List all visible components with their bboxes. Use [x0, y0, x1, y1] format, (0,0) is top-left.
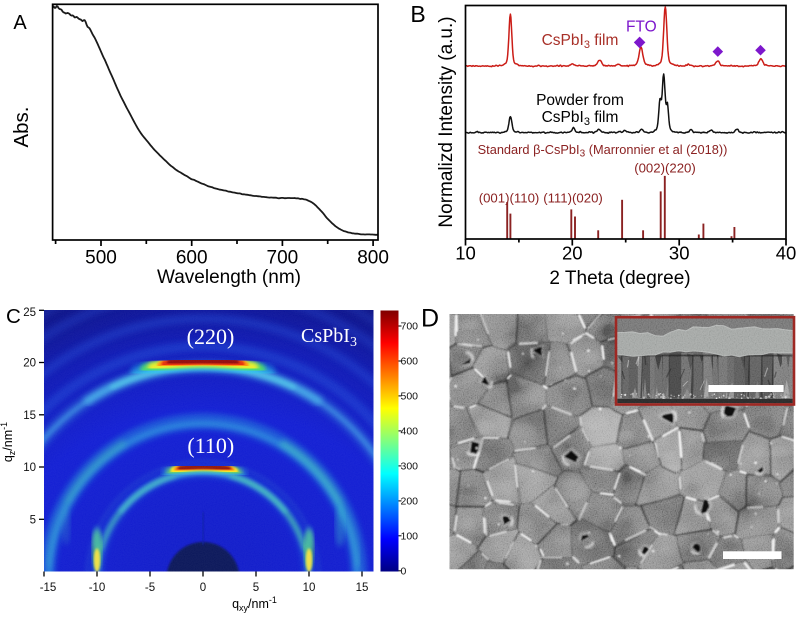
svg-text:600: 600: [176, 248, 208, 269]
svg-text:20: 20: [562, 243, 583, 264]
svg-text:Wavelength (nm): Wavelength (nm): [157, 267, 301, 288]
svg-text:(001)(110): (001)(110): [479, 191, 540, 206]
svg-text:10: 10: [23, 462, 36, 474]
svg-text:B: B: [410, 1, 425, 27]
svg-text:(002)(220): (002)(220): [634, 161, 696, 176]
svg-text:200: 200: [401, 495, 419, 507]
svg-text:-5: -5: [145, 582, 155, 594]
svg-text:100: 100: [401, 530, 419, 542]
svg-text:A: A: [13, 12, 27, 34]
svg-text:40: 40: [776, 243, 797, 264]
svg-text:25: 25: [23, 307, 36, 319]
svg-text:D: D: [421, 305, 439, 333]
svg-text:20: 20: [23, 358, 36, 370]
svg-text:10: 10: [303, 582, 316, 594]
svg-text:Standard β-CsPbI3 (Marronnier: Standard β-CsPbI3 (Marronnier et al (201…: [478, 142, 728, 160]
svg-text:15: 15: [356, 582, 369, 594]
svg-text:600: 600: [401, 356, 419, 368]
svg-text:500: 500: [85, 248, 117, 269]
svg-text:CsPbI3 film: CsPbI3 film: [542, 32, 619, 51]
svg-text:qz/nm-1: qz/nm-1: [0, 422, 17, 462]
svg-text:5: 5: [30, 515, 36, 527]
svg-text:700: 700: [267, 248, 299, 269]
svg-text:Normalizd Intensity (a.u.): Normalizd Intensity (a.u.): [436, 16, 457, 227]
svg-text:(220): (220): [187, 324, 235, 349]
svg-text:FTO: FTO: [626, 19, 657, 36]
svg-text:CsPbI3 film: CsPbI3 film: [542, 109, 619, 128]
svg-text:qxy/nm-1: qxy/nm-1: [232, 595, 277, 613]
svg-text:5: 5: [253, 582, 259, 594]
svg-text:700: 700: [401, 321, 419, 333]
svg-text:800: 800: [357, 248, 389, 269]
svg-text:-10: -10: [89, 582, 106, 594]
svg-text:C: C: [6, 305, 21, 328]
svg-text:0: 0: [401, 565, 407, 577]
svg-text:15: 15: [23, 410, 36, 422]
svg-text:30: 30: [669, 243, 690, 264]
svg-text:(111)(020): (111)(020): [543, 191, 603, 206]
svg-text:400: 400: [401, 425, 419, 437]
svg-text:-15: -15: [40, 582, 57, 594]
svg-text:CsPbI3: CsPbI3: [301, 325, 357, 350]
svg-text:Abs.: Abs.: [10, 106, 33, 147]
svg-text:0: 0: [200, 582, 206, 594]
svg-text:2 Theta (degree): 2 Theta (degree): [549, 268, 690, 289]
svg-text:500: 500: [401, 390, 419, 402]
svg-text:10: 10: [455, 243, 476, 264]
svg-text:(110): (110): [187, 433, 234, 458]
svg-text:Powder from: Powder from: [536, 92, 624, 109]
svg-text:300: 300: [401, 460, 419, 472]
